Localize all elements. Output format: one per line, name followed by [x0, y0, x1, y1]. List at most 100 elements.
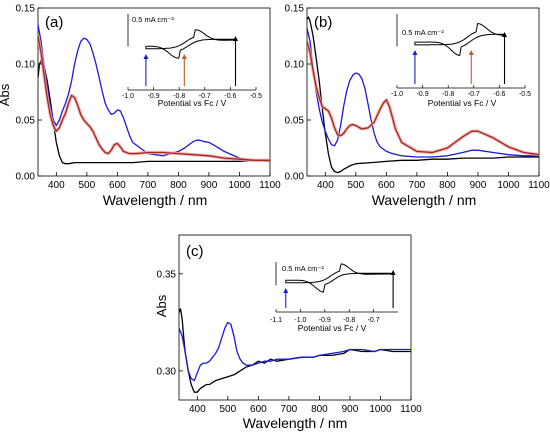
panel-a-inset-x-tick-label: -0.7 — [199, 93, 211, 100]
panel-a-x-tick-label: 600 — [109, 180, 126, 191]
panel-a-inset-x-tick-label: -0.5 — [250, 93, 262, 100]
panel-b: 400 500 600 700 800 900 1000 1100 0.000.050.100… — [285, 4, 550, 209]
panel-c-inset-x-tick-label: -0.8 — [343, 317, 355, 324]
panel-b-x-tick-label: 1000 — [497, 180, 520, 191]
panel-b-y-tick-label: 0.10 — [285, 60, 305, 71]
panel-a-y-tick-label: 0.00 — [16, 172, 36, 183]
panel-c-inset-x-axis-label: Potential vs Fc / V — [298, 323, 367, 333]
panel-a: 400 500 600 700 800 900 1000 1100 0.000.050.100… — [0, 4, 281, 209]
panel-c-series — [179, 308, 411, 393]
panel-b-series-brown-line — [307, 41, 539, 156]
panel-b-frame — [306, 7, 540, 177]
panel-b-y-tick-label: 0.00 — [285, 172, 305, 183]
panel-c-x-tick-label: 700 — [281, 404, 298, 415]
panel-a-x-tick-label: 400 — [48, 180, 65, 191]
panel-a-inset: 0.5 mA cm⁻² Potential vs Fc / V -1.0 -0.9… — [122, 14, 262, 108]
panel-c-y-ticks: 0.30 0.35 — [157, 269, 183, 377]
panel-b-label: (b) — [314, 14, 332, 31]
panel-c-label: (c) — [186, 243, 204, 260]
panel-c-x-ticks: 400 500 600 700 800 900 1000 1100 — [189, 396, 422, 415]
panel-c-inset-x-tick-label: -1.0 — [294, 317, 306, 324]
panel-a-y-tick-label: 0.10 — [16, 60, 36, 71]
panel-a-inset-x-axis-label: Potential vs Fc / V — [158, 98, 227, 108]
panel-a-x-axis-label: Wavelength / nm — [103, 192, 208, 208]
panel-c-frame — [178, 234, 412, 401]
panel-c-x-tick-label: 900 — [342, 404, 359, 415]
panel-c-inset-arrow-head-black — [390, 270, 396, 275]
panel-b-series-black-line — [307, 16, 539, 174]
panel-a-x-tick-label: 1100 — [259, 180, 281, 191]
panel-c-y-axis-label: Abs — [154, 294, 169, 317]
panel-a-inset-arrow-head-blue — [143, 54, 149, 59]
panel-b-x-tick-label: 400 — [317, 180, 334, 191]
panel-a-inset-cv-curve — [145, 29, 236, 59]
panel-b-x-axis-label: Wavelength / nm — [372, 192, 477, 208]
panel-c-inset-arrow-head-blue — [283, 288, 289, 293]
panel-b-x-tick-label: 500 — [347, 180, 364, 191]
panel-c-x-tick-label: 600 — [250, 404, 267, 415]
panel-a-series-black-line — [38, 59, 270, 165]
panel-a-x-ticks: 400 500 600 700 800 900 1000 1100 — [48, 172, 281, 191]
panel-c-x-tick-label: 800 — [311, 404, 328, 415]
panel-b-inset-x-tick-label: -0.6 — [493, 91, 505, 98]
panel-c-x-tick-label: 1100 — [400, 404, 422, 415]
panel-a-x-tick-label: 800 — [170, 180, 187, 191]
panel-b-x-tick-label: 1100 — [528, 180, 550, 191]
panel-c-series-blue-line — [179, 321, 411, 382]
panel-c-series-black-line — [179, 308, 411, 393]
panel-a-y-ticks: 0.00 0.05 0.10 0.15 — [16, 4, 42, 183]
panel-a-label: (a) — [45, 14, 63, 31]
panel-c-y-tick-label: 0.30 — [157, 366, 177, 377]
panel-c-x-axis-label: Wavelength / nm — [243, 415, 348, 431]
panel-a-inset-x-tick-label: -0.9 — [148, 93, 160, 100]
panel-a-x-tick-label: 500 — [78, 180, 95, 191]
panel-a-inset-x-tick-label: -0.8 — [173, 93, 185, 100]
panel-a-inset-x-tick-label: -0.6 — [224, 93, 236, 100]
panel-a-inset-x-tick-label: -1.0 — [122, 93, 134, 100]
panel-a-x-tick-label: 700 — [140, 180, 157, 191]
panel-a-y-tick-label: 0.15 — [16, 4, 36, 15]
panel-b-inset-arrow-head-blue — [412, 50, 418, 55]
panel-a-frame — [37, 7, 271, 177]
panel-b-x-tick-label: 900 — [470, 180, 487, 191]
panel-c: 400 500 600 700 800 900 1000 1100 0.300.35 (c) … — [154, 234, 422, 431]
panel-b-inset-x-tick-label: -0.8 — [442, 91, 454, 98]
panel-b-inset-x-tick-label: -0.7 — [468, 91, 480, 98]
panel-a-y-tick-label: 0.05 — [16, 116, 36, 127]
panel-b-inset-x-tick-label: -0.9 — [417, 91, 429, 98]
panel-a-series-brown-line — [38, 35, 270, 161]
panel-b-inset-x-axis-label: Potential vs Fc / V — [428, 98, 497, 108]
panel-a-inset-arrow-head-orange_arrow — [181, 54, 187, 59]
panel-b-x-tick-label: 700 — [409, 180, 426, 191]
panel-a-inset-arrow-head-black — [233, 36, 239, 41]
panel-c-x-tick-label: 1000 — [369, 404, 392, 415]
panel-b-inset-scale-label: 0.5 mA cm⁻² — [402, 28, 444, 37]
panel-b-inset-arrow-head-orange_arrow — [468, 50, 474, 55]
panel-b-y-tick-label: 0.05 — [285, 116, 305, 127]
panel-b-x-tick-label: 600 — [378, 180, 395, 191]
panel-b-y-ticks: 0.00 0.05 0.10 0.15 — [285, 4, 311, 183]
panel-b-x-tick-label: 800 — [439, 180, 456, 191]
panel-c-inset: 0.5 mA cm⁻² Potential vs Fc / V -1.1 -1.0… — [270, 262, 398, 333]
panel-b-inset-x-tick-label: -1.0 — [391, 91, 403, 98]
panel-a-x-tick-label: 1000 — [228, 180, 251, 191]
panel-c-inset-scale-label: 0.5 mA cm⁻² — [282, 264, 324, 273]
panel-b-series — [307, 16, 539, 174]
panel-a-series — [38, 24, 270, 165]
panel-b-inset: 0.5 mA cm⁻² Potential vs Fc / V -1.0 -0.9… — [391, 14, 531, 108]
panel-c-inset-x-tick-label: -1.1 — [270, 317, 282, 324]
panel-a-y-axis-label: Abs — [0, 83, 12, 106]
panel-c-x-tick-label: 500 — [219, 404, 236, 415]
panel-c-y-tick-label: 0.35 — [157, 269, 177, 280]
panel-a-inset-scale-label: 0.5 mA cm⁻² — [132, 15, 174, 24]
panel-b-inset-x-tick-label: -0.5 — [519, 91, 531, 98]
panel-b-series-blue-line — [307, 28, 539, 158]
panel-a-series-blue-line — [38, 24, 270, 163]
panel-b-inset-arrow-head-black — [502, 32, 508, 37]
panel-b-y-tick-label: 0.15 — [285, 4, 305, 15]
panel-c-inset-x-tick-label: -0.9 — [319, 317, 331, 324]
panel-a-x-tick-label: 900 — [201, 180, 218, 191]
panel-c-x-tick-label: 400 — [189, 404, 206, 415]
panel-c-inset-x-tick-label: -0.7 — [368, 317, 380, 324]
